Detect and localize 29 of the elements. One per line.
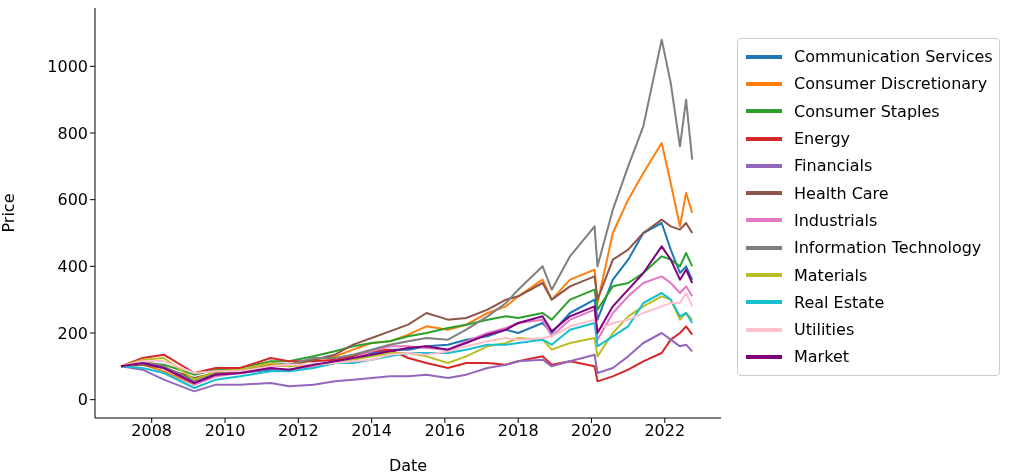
y-tick-label: 600 [57,190,88,210]
y-tick-label: 400 [57,257,88,277]
x-tick-label: 2012 [277,421,319,441]
legend-label: Market [794,347,849,367]
legend-label: Communication Services [794,47,993,67]
line-series [119,332,694,393]
legend-label: Energy [794,129,851,149]
y-axis-title: Price [0,193,18,233]
legend-label: Health Care [794,183,889,203]
legend-label: Consumer Staples [794,101,940,121]
x-tick-label: 2018 [497,421,539,441]
y-tick-label: 200 [57,323,88,343]
y-tick-label: 1000 [47,57,88,77]
legend-label: Industrials [794,210,878,230]
y-tick-label: 0 [77,390,88,410]
x-tick-label: 2016 [424,421,466,441]
legend-label: Information Technology [794,238,982,258]
x-tick-label: 2008 [131,421,173,441]
x-tick-label: 2010 [204,421,246,441]
legend-label: Utilities [794,320,855,340]
x-tick-label: 2022 [644,421,686,441]
legend-label: Real Estate [794,292,885,312]
x-tick-label: 2020 [571,421,612,441]
legend-label: Financials [794,156,873,176]
legend-label: Materials [794,265,868,285]
legend-label: Consumer Discretionary [794,74,988,94]
x-tick-label: 2014 [351,421,392,441]
y-tick-label: 800 [57,123,88,143]
x-axis-title: Date [388,456,428,473]
